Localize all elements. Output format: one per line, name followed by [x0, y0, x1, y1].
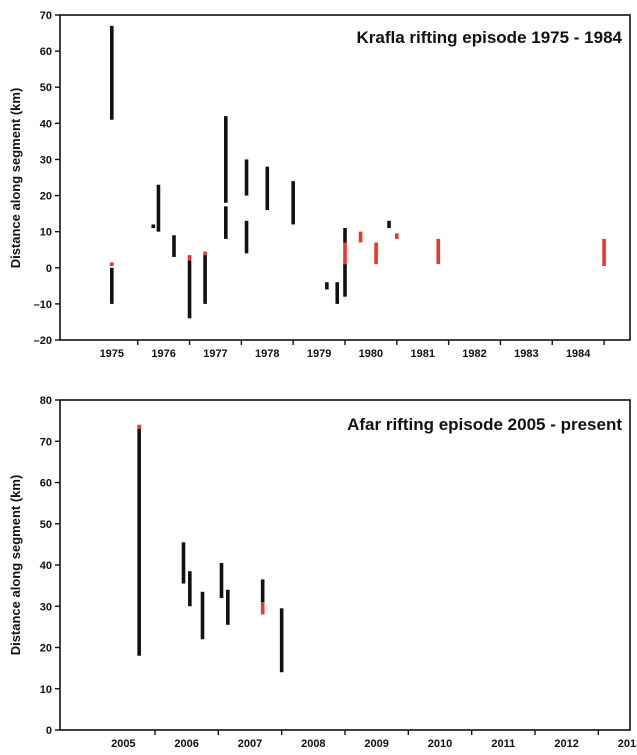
- krafla-interval-black: [335, 282, 340, 304]
- afar-y-tick-label: 30: [40, 601, 52, 613]
- krafla-x-tick-label: 1978: [255, 348, 279, 360]
- krafla-x-ticks: 1975 1976 1977 1978 1979 1980 1981 1982 1983 1984: [100, 340, 605, 360]
- afar-x-tick-label: 2012: [554, 738, 578, 750]
- krafla-y-tick-label: 70: [40, 10, 52, 22]
- afar-x-tick-label: 2009: [364, 738, 388, 750]
- afar-x-tick-label: 2006: [174, 738, 198, 750]
- krafla-x-tick-label: 1983: [514, 348, 538, 360]
- krafla-x-tick-label: 1977: [203, 348, 227, 360]
- krafla-interval-red: [602, 238, 606, 266]
- krafla-x-tick-label: 1981: [410, 348, 434, 360]
- krafla-y-tick-label: 10: [40, 227, 52, 239]
- krafla-panel: Krafla rifting episode 1975 - 1984 Dista…: [8, 10, 631, 360]
- krafla-x-tick-label: 1984: [566, 348, 591, 360]
- krafla-x-tick-label: 1982: [462, 348, 486, 360]
- afar-interval-red: [137, 424, 141, 429]
- krafla-y-tick-label: 40: [40, 118, 52, 130]
- krafla-interval-red: [203, 251, 207, 256]
- afar-interval-black: [137, 428, 141, 656]
- krafla-interval-black: [387, 220, 391, 229]
- krafla-y-tick-label: 0: [46, 263, 52, 275]
- afar-interval-black: [279, 608, 284, 673]
- afar-y-axis-label: Distance along segment (km): [8, 475, 23, 656]
- krafla-title: Krafla rifting episode 1975 - 1984: [357, 28, 623, 47]
- afar-intervals: [137, 424, 284, 673]
- afar-y-tick-label: 40: [40, 560, 52, 572]
- krafla-interval-black: [110, 25, 114, 120]
- afar-y-tick-label: 20: [40, 643, 52, 655]
- krafla-y-tick-label: 30: [40, 154, 52, 166]
- afar-x-tick-label: 2010: [428, 738, 452, 750]
- krafla-y-tick-label: 60: [40, 46, 52, 58]
- krafla-interval-black: [325, 282, 329, 290]
- krafla-interval-black: [110, 267, 114, 304]
- krafla-y-tick-label: –10: [34, 299, 52, 311]
- afar-y-tick-label: 70: [40, 436, 52, 448]
- afar-x-tick-label: 2013: [618, 738, 637, 750]
- afar-panel: Afar rifting episode 2005 - present Dist…: [8, 395, 637, 750]
- krafla-interval-black: [343, 228, 347, 243]
- afar-y-tick-label: 0: [46, 725, 52, 737]
- afar-y-tick-label: 50: [40, 519, 52, 531]
- afar-plot-frame: [59, 399, 631, 731]
- afar-x-tick-label: 2007: [238, 738, 262, 750]
- krafla-interval-red: [358, 231, 363, 243]
- krafla-interval-black: [172, 235, 176, 257]
- afar-y-ticks: 0 10 20 30 40 50 60 70 80: [40, 395, 60, 737]
- krafla-interval-red: [110, 262, 114, 266]
- afar-interval-black: [260, 579, 265, 603]
- krafla-y-tick-label: –20: [34, 335, 52, 347]
- krafla-interval-red: [436, 238, 441, 265]
- krafla-interval-black: [343, 264, 347, 297]
- afar-x-tick-label: 2011: [491, 738, 515, 750]
- krafla-interval-red: [395, 233, 399, 239]
- afar-interval-black: [219, 562, 224, 598]
- afar-y-tick-label: 60: [40, 478, 52, 490]
- afar-x-tick-label: 2008: [301, 738, 325, 750]
- krafla-interval-black: [187, 260, 192, 319]
- krafla-interval-black: [244, 159, 249, 196]
- krafla-interval-black: [224, 206, 228, 239]
- afar-y-tick-label: 80: [40, 395, 52, 407]
- krafla-interval-red: [374, 242, 378, 265]
- krafla-y-axis-label: Distance along segment (km): [8, 88, 23, 269]
- afar-x-ticks: 2005 2006 2007 2008 2009 2010 2011 2012 2013: [111, 730, 637, 750]
- krafla-interval-black: [291, 181, 295, 225]
- afar-interval-black: [226, 589, 230, 625]
- krafla-intervals: [110, 25, 606, 319]
- krafla-interval-black: [224, 116, 228, 203]
- krafla-x-tick-label: 1976: [151, 348, 175, 360]
- afar-title: Afar rifting episode 2005 - present: [347, 415, 622, 434]
- krafla-x-tick-label: 1979: [307, 348, 331, 360]
- krafla-interval-black: [203, 255, 207, 304]
- afar-interval-black: [188, 571, 192, 607]
- krafla-y-tick-label: 20: [40, 191, 52, 203]
- krafla-interval-red: [343, 242, 347, 265]
- afar-interval-red: [260, 602, 265, 615]
- krafla-interval-black: [156, 184, 161, 232]
- afar-x-tick-label: 2005: [111, 738, 135, 750]
- krafla-interval-black: [244, 220, 249, 254]
- krafla-y-tick-label: 50: [40, 82, 52, 94]
- krafla-x-tick-label: 1975: [100, 348, 124, 360]
- afar-interval-black: [181, 542, 186, 584]
- krafla-interval-black: [151, 224, 156, 229]
- krafla-interval-red: [187, 255, 192, 261]
- krafla-x-tick-label: 1980: [359, 348, 383, 360]
- afar-y-tick-label: 10: [40, 684, 52, 696]
- krafla-y-ticks: –20 –10 0 10 20 30 40 50 60 70: [34, 10, 60, 347]
- krafla-interval-black: [265, 166, 270, 210]
- afar-interval-black: [200, 591, 205, 640]
